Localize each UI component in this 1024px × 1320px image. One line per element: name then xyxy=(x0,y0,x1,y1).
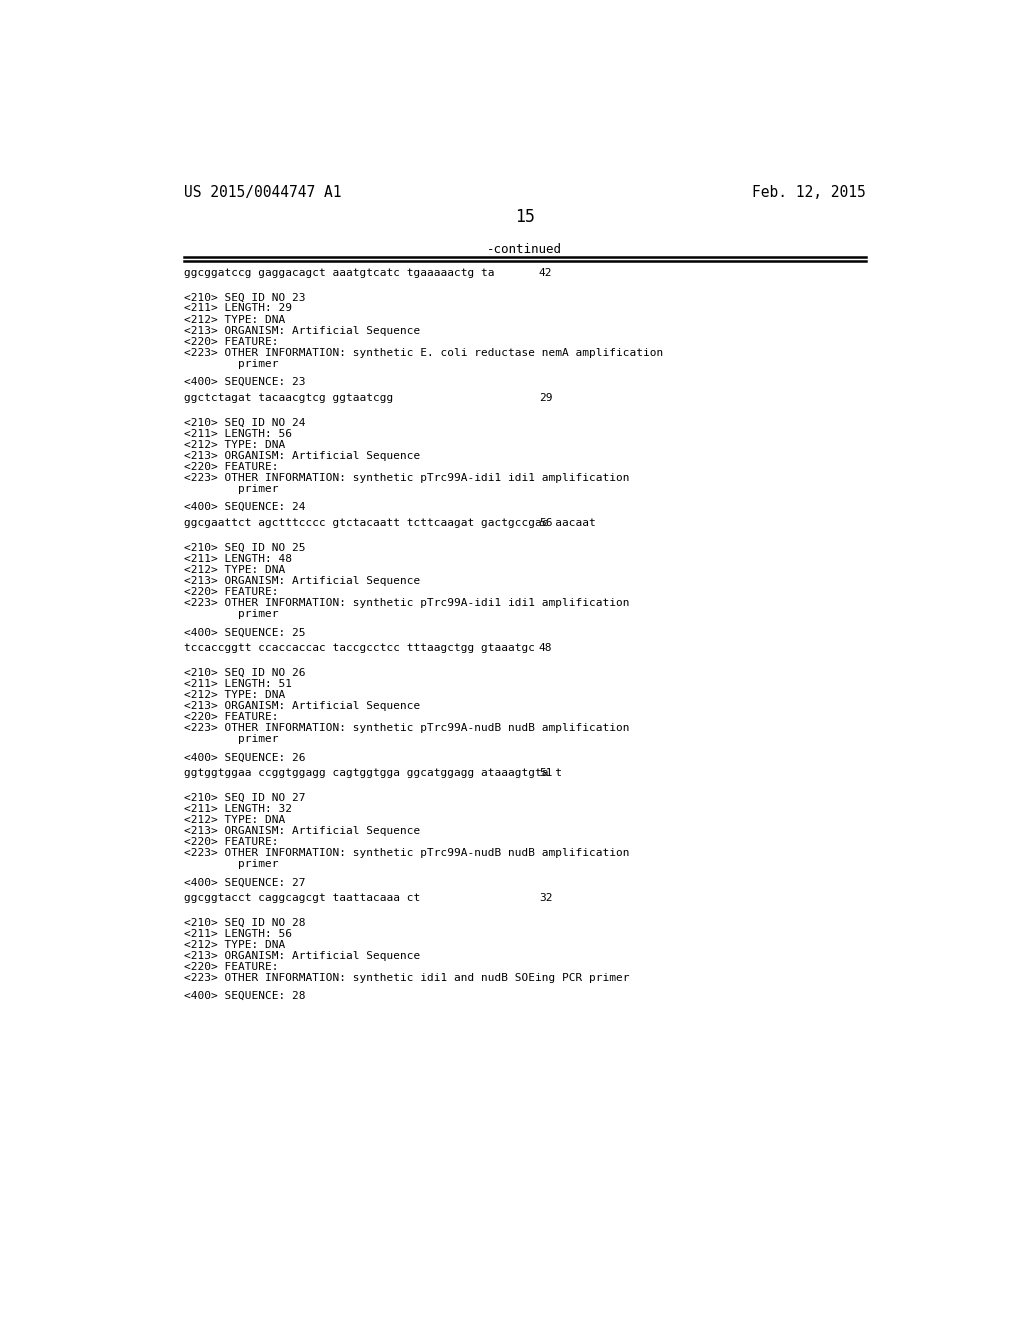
Text: primer: primer xyxy=(183,484,279,495)
Text: <210> SEQ ID NO 27: <210> SEQ ID NO 27 xyxy=(183,792,305,803)
Text: 42: 42 xyxy=(539,268,552,277)
Text: <400> SEQUENCE: 23: <400> SEQUENCE: 23 xyxy=(183,378,305,387)
Text: <220> FEATURE:: <220> FEATURE: xyxy=(183,962,279,973)
Text: <212> TYPE: DNA: <212> TYPE: DNA xyxy=(183,314,285,325)
Text: <211> LENGTH: 29: <211> LENGTH: 29 xyxy=(183,304,292,313)
Text: <223> OTHER INFORMATION: synthetic pTrc99A-idi1 idi1 amplification: <223> OTHER INFORMATION: synthetic pTrc9… xyxy=(183,473,630,483)
Text: 29: 29 xyxy=(539,393,552,403)
Text: primer: primer xyxy=(183,734,279,744)
Text: <212> TYPE: DNA: <212> TYPE: DNA xyxy=(183,690,285,700)
Text: <210> SEQ ID NO 28: <210> SEQ ID NO 28 xyxy=(183,917,305,928)
Text: <220> FEATURE:: <220> FEATURE: xyxy=(183,837,279,847)
Text: <211> LENGTH: 56: <211> LENGTH: 56 xyxy=(183,429,292,438)
Text: <213> ORGANISM: Artificial Sequence: <213> ORGANISM: Artificial Sequence xyxy=(183,826,420,836)
Text: tccaccggtt ccaccaccac taccgcctcc tttaagctgg gtaaatgc: tccaccggtt ccaccaccac taccgcctcc tttaagc… xyxy=(183,643,535,653)
Text: <220> FEATURE:: <220> FEATURE: xyxy=(183,462,279,473)
Text: 48: 48 xyxy=(539,643,552,653)
Text: <400> SEQUENCE: 26: <400> SEQUENCE: 26 xyxy=(183,752,305,763)
Text: ggcgaattct agctttcccc gtctacaatt tcttcaagat gactgccgac aacaat: ggcgaattct agctttcccc gtctacaatt tcttcaa… xyxy=(183,517,596,528)
Text: -continued: -continued xyxy=(487,243,562,256)
Text: ggctctagat tacaacgtcg ggtaatcgg: ggctctagat tacaacgtcg ggtaatcgg xyxy=(183,393,393,403)
Text: Feb. 12, 2015: Feb. 12, 2015 xyxy=(752,185,866,201)
Text: <400> SEQUENCE: 28: <400> SEQUENCE: 28 xyxy=(183,991,305,1002)
Text: ggtggtggaa ccggtggagg cagtggtgga ggcatggagg ataaagtgta t: ggtggtggaa ccggtggagg cagtggtgga ggcatgg… xyxy=(183,768,562,777)
Text: <213> ORGANISM: Artificial Sequence: <213> ORGANISM: Artificial Sequence xyxy=(183,326,420,335)
Text: 56: 56 xyxy=(539,517,552,528)
Text: <212> TYPE: DNA: <212> TYPE: DNA xyxy=(183,814,285,825)
Text: <223> OTHER INFORMATION: synthetic pTrc99A-idi1 idi1 amplification: <223> OTHER INFORMATION: synthetic pTrc9… xyxy=(183,598,630,609)
Text: <213> ORGANISM: Artificial Sequence: <213> ORGANISM: Artificial Sequence xyxy=(183,950,420,961)
Text: <220> FEATURE:: <220> FEATURE: xyxy=(183,337,279,347)
Text: <212> TYPE: DNA: <212> TYPE: DNA xyxy=(183,940,285,950)
Text: <211> LENGTH: 56: <211> LENGTH: 56 xyxy=(183,929,292,939)
Text: <213> ORGANISM: Artificial Sequence: <213> ORGANISM: Artificial Sequence xyxy=(183,576,420,586)
Text: <210> SEQ ID NO 26: <210> SEQ ID NO 26 xyxy=(183,668,305,677)
Text: <223> OTHER INFORMATION: synthetic E. coli reductase nemA amplification: <223> OTHER INFORMATION: synthetic E. co… xyxy=(183,348,664,358)
Text: <211> LENGTH: 51: <211> LENGTH: 51 xyxy=(183,678,292,689)
Text: <223> OTHER INFORMATION: synthetic idi1 and nudB SOEing PCR primer: <223> OTHER INFORMATION: synthetic idi1 … xyxy=(183,973,630,983)
Text: <212> TYPE: DNA: <212> TYPE: DNA xyxy=(183,565,285,574)
Text: 15: 15 xyxy=(515,209,535,227)
Text: <210> SEQ ID NO 24: <210> SEQ ID NO 24 xyxy=(183,417,305,428)
Text: 32: 32 xyxy=(539,892,552,903)
Text: <211> LENGTH: 48: <211> LENGTH: 48 xyxy=(183,553,292,564)
Text: <220> FEATURE:: <220> FEATURE: xyxy=(183,587,279,597)
Text: primer: primer xyxy=(183,859,279,870)
Text: <213> ORGANISM: Artificial Sequence: <213> ORGANISM: Artificial Sequence xyxy=(183,451,420,461)
Text: ggcggtacct caggcagcgt taattacaaa ct: ggcggtacct caggcagcgt taattacaaa ct xyxy=(183,892,420,903)
Text: <210> SEQ ID NO 23: <210> SEQ ID NO 23 xyxy=(183,292,305,302)
Text: <211> LENGTH: 32: <211> LENGTH: 32 xyxy=(183,804,292,813)
Text: <400> SEQUENCE: 25: <400> SEQUENCE: 25 xyxy=(183,627,305,638)
Text: <212> TYPE: DNA: <212> TYPE: DNA xyxy=(183,440,285,450)
Text: primer: primer xyxy=(183,610,279,619)
Text: 51: 51 xyxy=(539,768,552,777)
Text: ggcggatccg gaggacagct aaatgtcatc tgaaaaactg ta: ggcggatccg gaggacagct aaatgtcatc tgaaaaa… xyxy=(183,268,495,277)
Text: <210> SEQ ID NO 25: <210> SEQ ID NO 25 xyxy=(183,543,305,552)
Text: <213> ORGANISM: Artificial Sequence: <213> ORGANISM: Artificial Sequence xyxy=(183,701,420,711)
Text: <223> OTHER INFORMATION: synthetic pTrc99A-nudB nudB amplification: <223> OTHER INFORMATION: synthetic pTrc9… xyxy=(183,723,630,734)
Text: <400> SEQUENCE: 27: <400> SEQUENCE: 27 xyxy=(183,878,305,887)
Text: <400> SEQUENCE: 24: <400> SEQUENCE: 24 xyxy=(183,502,305,512)
Text: <220> FEATURE:: <220> FEATURE: xyxy=(183,711,279,722)
Text: US 2015/0044747 A1: US 2015/0044747 A1 xyxy=(183,185,341,201)
Text: <223> OTHER INFORMATION: synthetic pTrc99A-nudB nudB amplification: <223> OTHER INFORMATION: synthetic pTrc9… xyxy=(183,849,630,858)
Text: primer: primer xyxy=(183,359,279,370)
